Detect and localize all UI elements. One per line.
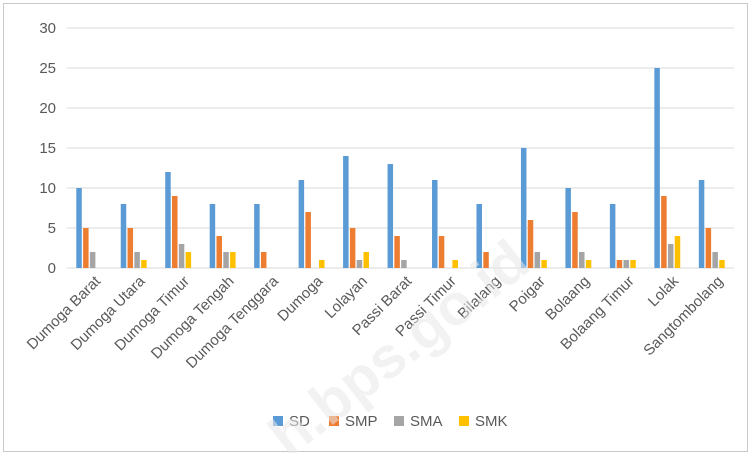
bar-dumoga-timur-sd (165, 172, 171, 268)
bar-dumoga-barat-sd (76, 188, 82, 268)
bar-lolayan-smk (363, 252, 369, 268)
bar-lolak-sd (654, 68, 660, 268)
bar-dumoga-timur-sma (178, 244, 185, 268)
bar-dumoga-sd (298, 180, 305, 268)
y-axis: 0 5 10 15 20 25 30 (39, 20, 56, 277)
bar-passi-timur-smp (438, 236, 445, 268)
x-tick-label: Bilalang (454, 273, 504, 323)
bar-sangtombolang-smp (705, 228, 712, 268)
y-tick-label: 15 (39, 140, 56, 157)
bar-poigar-sd (520, 148, 527, 268)
y-tick-label: 0 (48, 260, 56, 277)
bar-dumoga-barat-smp (83, 228, 89, 268)
bar-passi-timur-smk (452, 260, 458, 268)
bar-bilalang-sd (476, 204, 482, 268)
legend-label-sd: SD (289, 413, 310, 430)
legend-label-sma: SMA (410, 413, 443, 430)
y-tick-label: 20 (39, 100, 56, 117)
bar-bolaang-smk (585, 260, 592, 268)
bar-dumoga-tengah-smp (216, 236, 222, 268)
bar-dumoga-tenggara-sd (254, 204, 260, 268)
legend-label-smk: SMK (475, 413, 508, 430)
bar-dumoga-timur-smk (185, 252, 192, 268)
bar-bolaang-smp (572, 212, 578, 268)
legend-swatch-smk (459, 416, 469, 426)
y-tick-label: 5 (48, 220, 56, 237)
bar-lolayan-smp (349, 228, 356, 268)
bar-lolak-sma (667, 244, 674, 268)
x-tick-label: Poigar (506, 273, 549, 316)
bar-bolaang-timur-smk (630, 260, 636, 268)
bar-dumoga-utara-smp (127, 228, 134, 268)
bar-dumoga-utara-smk (141, 260, 147, 268)
x-tick-label: Lolak (645, 272, 683, 310)
bar-poigar-smk (541, 260, 547, 268)
x-tick-label: Dumoga (274, 272, 327, 325)
y-tick-label: 25 (39, 60, 56, 77)
y-tick-label: 10 (39, 180, 56, 197)
bar-sangtombolang-sd (698, 180, 705, 268)
gridlines (67, 27, 734, 269)
bar-dumoga-tengah-sma (223, 252, 229, 268)
bar-bolaang-timur-sd (609, 204, 616, 268)
legend: SD SMP SMA SMK (273, 413, 508, 430)
y-tick-label: 30 (39, 20, 56, 37)
bar-passi-barat-sd (387, 164, 394, 268)
bar-dumoga-utara-sd (120, 204, 127, 268)
bar-dumoga-barat-sma (89, 252, 96, 268)
legend-label-smp: SMP (345, 413, 378, 430)
bar-bolaang-sd (565, 188, 571, 268)
legend-swatch-sd (273, 416, 283, 426)
bar-passi-barat-sma (401, 260, 407, 268)
bar-dumoga-tengah-smk (230, 252, 236, 268)
bar-passi-barat-smp (394, 236, 400, 268)
bar-passi-timur-sd (432, 180, 438, 268)
x-tick-label: Sangtombolang (640, 273, 726, 359)
bar-bolaang-timur-sma (623, 260, 629, 268)
bar-dumoga-smk (319, 260, 325, 268)
bars (76, 68, 725, 268)
bar-bolaang-sma (579, 252, 585, 268)
bar-bilalang-smp (483, 252, 489, 268)
bar-poigar-sma (534, 252, 541, 268)
bar-sangtombolang-sma (712, 252, 718, 268)
bar-poigar-smp (527, 220, 534, 268)
bar-sangtombolang-smk (719, 260, 725, 268)
chart-frame: 0 5 10 15 20 25 30 Dumoga Barat Dumoga Utara Dum… (3, 3, 748, 453)
bar-lolayan-sma (356, 260, 363, 268)
bar-dumoga-tenggara-smp (260, 252, 267, 268)
x-tick-label: Dumoga Barat (24, 272, 105, 353)
bar-bolaang-timur-smp (616, 260, 623, 268)
bar-lolak-smk (674, 236, 681, 268)
bar-dumoga-smp (305, 212, 311, 268)
bar-dumoga-tengah-sd (209, 204, 216, 268)
bar-dumoga-timur-smp (172, 196, 178, 268)
bar-dumoga-utara-sma (134, 252, 140, 268)
legend-swatch-smp (329, 416, 339, 426)
bar-lolayan-sd (343, 156, 349, 268)
bar-lolak-smp (661, 196, 667, 268)
legend-swatch-sma (394, 416, 404, 426)
